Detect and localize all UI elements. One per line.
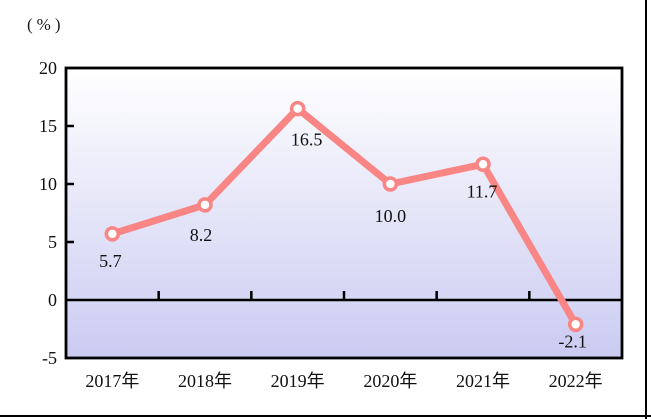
x-axis-label: 2019年 [271,371,325,391]
x-axis-label: 2017年 [85,371,139,391]
data-point-marker [382,176,399,192]
x-axis-label: 2021年 [456,371,510,391]
y-tick-label: 0 [48,290,57,310]
y-tick-label: 20 [39,58,57,78]
y-tick-label: 5 [48,232,57,252]
data-point-marker [475,156,491,173]
x-axis-label: 2020年 [363,371,417,391]
frame-border-bottom [0,415,651,417]
x-axis-label: 2018年 [178,371,232,391]
data-label: 16.5 [291,130,323,150]
data-label: -2.1 [558,331,587,351]
data-label: 10.0 [375,206,407,226]
y-tick-label: 10 [39,174,57,194]
data-label: 8.2 [190,225,213,245]
data-point-marker [104,226,121,242]
y-tick-label: -5 [42,348,57,368]
x-axis-label: 2022年 [549,371,603,391]
data-point-marker [197,197,213,213]
plot-background [66,68,622,358]
data-label: 5.7 [99,251,122,271]
plot-border [64,66,624,360]
data-point-marker [289,100,306,117]
data-label: 11.7 [467,181,498,201]
y-axis-unit-label: (%) [27,15,65,34]
series-line [108,105,580,328]
y-tick-label: 15 [39,116,57,136]
data-point-marker [567,316,584,333]
frame-border-right [645,0,647,419]
